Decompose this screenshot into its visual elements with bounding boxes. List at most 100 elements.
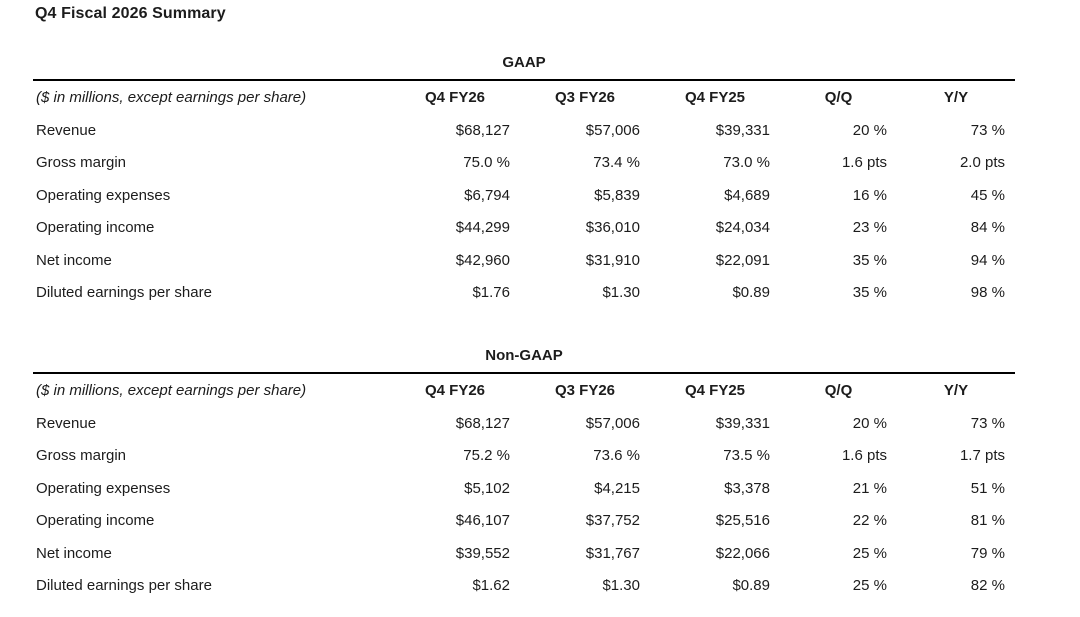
header-row: ($ in millions, except earnings per shar… [33,80,1015,114]
table-row: Operating expenses $5,102 $4,215 $3,378 21 %… [33,472,1015,505]
cell-value: $4,215 [594,479,640,497]
cell-value: $6,794 [464,186,510,204]
cell-value: $4,689 [724,186,770,204]
cell-value: 82 % [970,577,1005,595]
cell-value: $68,127 [455,414,510,432]
cell-value: $1.30 [602,577,640,595]
row-label: Gross margin [36,154,127,172]
table-row: Gross margin 75.0 % 73.4 % 73.0 % 1.6 pts 2.0… [33,147,1015,180]
column-header: Y/Y [943,89,969,106]
cell-value: 98 % [970,284,1005,302]
cell-value: $36,010 [585,219,640,237]
cell-value: $5,839 [594,186,640,204]
cell-value: $0.89 [732,577,770,595]
cell-value: $46,107 [455,512,510,530]
table-row: Net income $42,960 $31,910 $22,091 35 % 94 % [33,244,1015,277]
gaap-financial-table: ($ in millions, except earnings per shar… [33,79,1015,309]
cell-value: 23 % [852,219,887,237]
cell-value: 25 % [852,544,887,562]
cell-value: 22 % [852,512,887,530]
cell-value: $3,378 [724,479,770,497]
row-label: Diluted earnings per share [36,284,212,302]
cell-value: 73 % [970,414,1005,432]
cell-value: 75.2 % [463,447,510,465]
cell-value: 81 % [970,512,1005,530]
header-row: ($ in millions, except earnings per shar… [33,373,1015,407]
row-label: Operating expenses [36,186,171,204]
cell-value: 2.0 pts [959,154,1005,172]
table-row: Net income $39,552 $31,767 $22,066 25 % 79 % [33,537,1015,570]
cell-value: $42,960 [455,251,510,269]
row-label: Operating income [36,512,155,530]
column-header: Y/Y [943,382,969,399]
column-header: Q4 FY26 [424,382,486,399]
cell-value: 51 % [970,479,1005,497]
row-label: Revenue [36,121,97,139]
cell-value: 1.7 pts [959,447,1005,465]
cell-value: $39,331 [715,121,770,139]
cell-value: $1.76 [472,284,510,302]
table-row: Operating expenses $6,794 $5,839 $4,689 16 %… [33,179,1015,212]
cell-value: $31,767 [585,544,640,562]
cell-value: $37,752 [585,512,640,530]
unit-note: ($ in millions, except earnings per shar… [36,89,307,106]
column-header: Q3 FY26 [554,89,616,106]
cell-value: $25,516 [715,512,770,530]
cell-value: 35 % [852,284,887,302]
table-row: Gross margin 75.2 % 73.6 % 73.5 % 1.6 pts 1.7… [33,440,1015,473]
cell-value: 16 % [852,186,887,204]
cell-value: $57,006 [585,121,640,139]
cell-value: $1.62 [472,577,510,595]
cell-value: 73.6 % [593,447,640,465]
cell-value: $5,102 [464,479,510,497]
column-header: Q4 FY25 [684,89,746,106]
cell-value: 21 % [852,479,887,497]
cell-value: 1.6 pts [841,154,887,172]
column-header: Q4 FY26 [424,89,486,106]
cell-value: $39,552 [455,544,510,562]
non-gaap-table-section: Non-GAAP ($ in millions, except earnings… [33,347,1015,602]
non-gaap-financial-table: ($ in millions, except earnings per shar… [33,372,1015,602]
column-header: Q/Q [824,89,853,106]
row-label: Net income [36,544,112,562]
cell-value: $39,331 [715,414,770,432]
table-row: Revenue $68,127 $57,006 $39,331 20 % 73 % [33,114,1015,147]
cell-value: 35 % [852,251,887,269]
table-title-non-gaap: Non-GAAP [485,347,563,364]
cell-value: 73.4 % [593,154,640,172]
cell-value: 94 % [970,251,1005,269]
cell-value: 73 % [970,121,1005,139]
cell-value: 79 % [970,544,1005,562]
row-label: Gross margin [36,447,127,465]
table-row: Diluted earnings per share $1.62 $1.30 $0.8… [33,570,1015,603]
cell-value: 75.0 % [463,154,510,172]
cell-value: $22,091 [715,251,770,269]
unit-note: ($ in millions, except earnings per shar… [36,382,307,399]
cell-value: 73.5 % [723,447,770,465]
table-row: Operating income $46,107 $37,752 $25,516 22 … [33,505,1015,538]
cell-value: $1.30 [602,284,640,302]
cell-value: 84 % [970,219,1005,237]
cell-value: $22,066 [715,544,770,562]
row-label: Operating expenses [36,479,171,497]
cell-value: $31,910 [585,251,640,269]
page-title: Q4 Fiscal 2026 Summary [35,5,226,22]
row-label: Net income [36,251,112,269]
column-header: Q4 FY25 [684,382,746,399]
row-label: Diluted earnings per share [36,577,212,595]
table-row: Revenue $68,127 $57,006 $39,331 20 % 73 % [33,407,1015,440]
cell-value: $68,127 [455,121,510,139]
cell-value: $0.89 [732,284,770,302]
row-label: Revenue [36,414,97,432]
row-label: Operating income [36,219,155,237]
table-row: Diluted earnings per share $1.76 $1.30 $0.8… [33,277,1015,310]
table-title-gaap: GAAP [502,54,546,71]
cell-value: 25 % [852,577,887,595]
cell-value: 45 % [970,186,1005,204]
cell-value: 1.6 pts [841,447,887,465]
column-header: Q/Q [824,382,853,399]
column-header: Q3 FY26 [554,382,616,399]
cell-value: 73.0 % [723,154,770,172]
cell-value: $57,006 [585,414,640,432]
